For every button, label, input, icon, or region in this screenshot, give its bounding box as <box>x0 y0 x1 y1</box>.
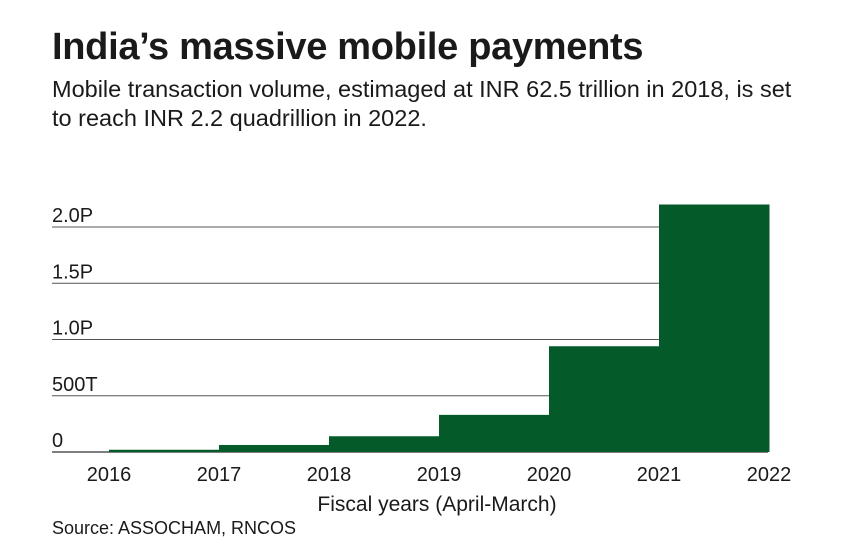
bars <box>109 204 770 452</box>
x-tick-label: 2020 <box>527 464 572 486</box>
y-tick-label: 2.0P <box>52 205 93 227</box>
x-tick-label: 2022 <box>747 464 792 486</box>
bar-2018 <box>329 436 440 452</box>
bar-2020 <box>549 346 660 452</box>
bar-2017 <box>219 444 330 452</box>
y-tick-label: 500T <box>52 374 98 396</box>
bar-2021 <box>659 204 770 452</box>
y-tick-label: 0 <box>52 430 63 452</box>
y-axis-ticks: 0 500T 1.0P 1.5P 2.0P <box>52 205 98 452</box>
chart-subtitle: Mobile transaction volume, estimaged at … <box>52 76 792 131</box>
x-tick-label: 2019 <box>417 464 462 486</box>
x-tick-label: 2018 <box>307 464 352 486</box>
x-tick-label: 2017 <box>197 464 242 486</box>
x-axis-ticks: 2016 2017 2018 2019 2020 2021 2022 <box>87 464 792 486</box>
chart-title: India’s massive mobile payments <box>52 26 644 68</box>
x-tick-label: 2016 <box>87 464 132 486</box>
x-tick-label: 2021 <box>637 464 682 486</box>
source-note: Source: ASSOCHAM, RNCOS <box>52 518 297 538</box>
bar-2016 <box>109 449 220 452</box>
y-tick-label: 1.5P <box>52 261 93 283</box>
y-tick-label: 1.0P <box>52 318 93 340</box>
bar-2019 <box>439 414 550 452</box>
x-axis-label: Fiscal years (April-March) <box>317 493 556 516</box>
